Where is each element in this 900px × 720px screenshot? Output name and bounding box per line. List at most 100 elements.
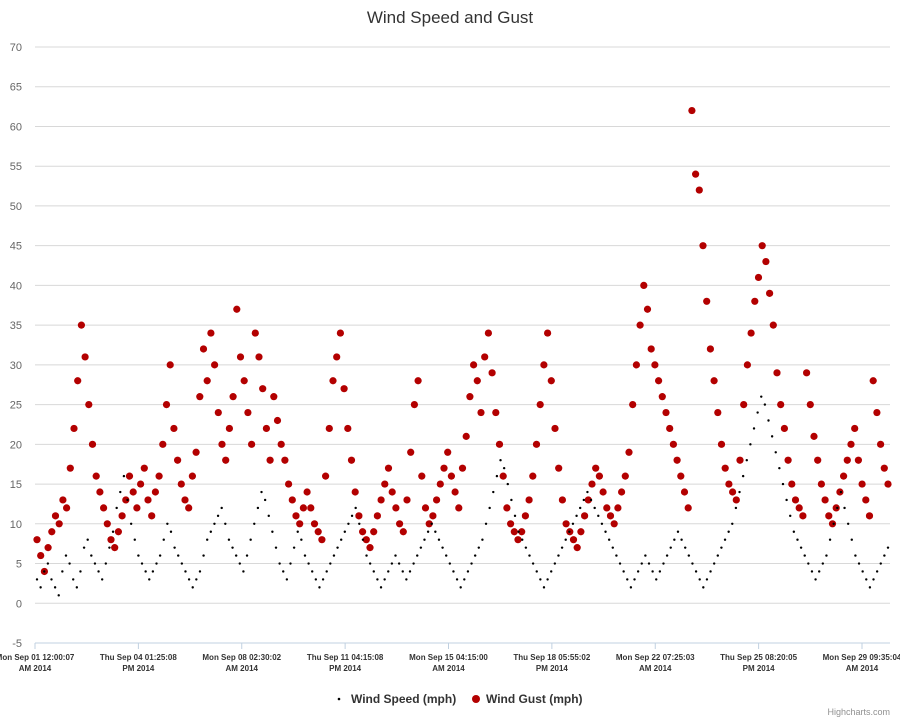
wind-gust-point [362, 536, 370, 544]
wind-speed-point [452, 570, 455, 573]
wind-gust-point [762, 257, 770, 266]
wind-gust-point [166, 361, 174, 369]
wind-gust-point [684, 504, 692, 512]
wind-speed-point [50, 578, 53, 581]
wind-gust-point [606, 512, 615, 520]
wind-speed-point [568, 530, 571, 533]
wind-gust-point [310, 520, 319, 528]
wind-gust-point [418, 472, 426, 480]
wind-speed-point [669, 546, 672, 549]
wind-gust-point [407, 448, 415, 456]
wind-speed-point [321, 578, 325, 581]
wind-speed-point [839, 490, 843, 494]
wind-speed-point [651, 570, 654, 573]
wind-gust-point [610, 520, 618, 528]
wind-speed-point [111, 530, 115, 533]
wind-speed-point [119, 490, 122, 494]
y-tick-label: 0 [16, 598, 22, 610]
wind-speed-point [502, 466, 506, 470]
wind-gust-point [692, 170, 700, 178]
x-tick-label: Thu Sep 11 04:15:08 [307, 653, 384, 662]
wind-gust-point [754, 273, 763, 282]
wind-speed-point [350, 514, 354, 518]
wind-speed-point [698, 578, 701, 581]
wind-speed-point [151, 570, 155, 573]
wind-speed-point [553, 562, 557, 565]
wind-gust-point [780, 424, 789, 433]
legend-item-wind-gust[interactable]: Wind Gust (mph) [472, 692, 583, 706]
y-tick-label: 5 [16, 559, 22, 571]
wind-speed-point [720, 546, 723, 549]
wind-gust-point [96, 488, 104, 496]
wind-gust-point [214, 408, 222, 417]
wind-speed-point [53, 586, 57, 589]
wind-gust-point [629, 401, 637, 409]
wind-gust-point [795, 504, 803, 512]
y-tick-label: 25 [10, 400, 22, 412]
wind-speed-point [792, 530, 796, 533]
wind-gust-point [873, 408, 881, 417]
wind-speed-point [79, 570, 82, 573]
wind-gust-point [788, 480, 796, 488]
wind-speed-point [271, 530, 274, 533]
wind-speed-point [379, 586, 383, 589]
wind-speed-point [749, 443, 752, 446]
wind-speed-point [234, 554, 238, 557]
wind-gust-point [814, 456, 822, 464]
x-tick-label: Mon Sep 15 04:15:00 [409, 653, 488, 662]
wind-gust-point [529, 472, 537, 480]
credits-link[interactable]: Highcharts.com [827, 707, 890, 717]
wind-speed-point [702, 586, 705, 589]
wind-gust-point [440, 464, 448, 472]
wind-gust-point [732, 496, 740, 504]
wind-gust-point [817, 480, 826, 488]
legend: Wind Speed (mph) Wind Gust (mph) [337, 692, 583, 706]
wind-gust-point [100, 504, 108, 512]
wind-speed-point [263, 498, 267, 502]
wind-speed-point [785, 498, 788, 502]
wind-gust-point [706, 345, 715, 353]
wind-speed-point [227, 538, 231, 541]
wind-speed-point [397, 562, 401, 565]
wind-speed-point [231, 546, 234, 549]
wind-gust-point [425, 520, 433, 528]
wind-speed-point [307, 562, 310, 565]
wind-gust-point [618, 488, 626, 496]
wind-speed-point [477, 546, 480, 549]
wind-speed-point [868, 586, 872, 589]
wind-speed-point [43, 570, 46, 573]
wind-gust-point [384, 464, 393, 472]
wind-speed-point [419, 546, 423, 549]
wind-gust-point [473, 377, 481, 385]
wind-speed-point [64, 554, 68, 557]
wind-gust-point [340, 385, 348, 393]
wind-gust-point [48, 528, 56, 536]
wind-gust-point [699, 242, 707, 250]
wind-gust-point [518, 528, 526, 536]
wind-speed-point [274, 546, 278, 549]
wind-gust-point [799, 512, 807, 520]
wind-speed-point [731, 522, 734, 525]
wind-gust-point [251, 329, 259, 337]
wind-gust-point [55, 520, 63, 528]
wind-speed-point [861, 570, 864, 573]
wind-gust-point [111, 544, 119, 552]
wind-speed-point [767, 419, 770, 422]
y-tick-label: 15 [10, 479, 22, 491]
wind-gust-point [488, 369, 496, 377]
wind-speed-point [821, 562, 825, 565]
legend-item-wind-speed[interactable]: Wind Speed (mph) [337, 692, 457, 706]
wind-speed-point [781, 482, 785, 486]
wind-gust-point [162, 401, 171, 409]
wind-speed-point [216, 514, 220, 518]
gridlines [35, 46, 890, 604]
wind-gust-point [547, 377, 555, 385]
x-tick-label: AM 2014 [846, 664, 879, 673]
wind-gust-point [225, 424, 233, 433]
wind-speed-point [347, 522, 350, 525]
wind-gust-point [569, 536, 578, 544]
wind-speed-point [256, 506, 260, 510]
wind-speed-point [100, 578, 104, 581]
wind-gust-point [177, 480, 185, 488]
x-tick-label: Mon Sep 29 09:35:04 [823, 653, 900, 662]
